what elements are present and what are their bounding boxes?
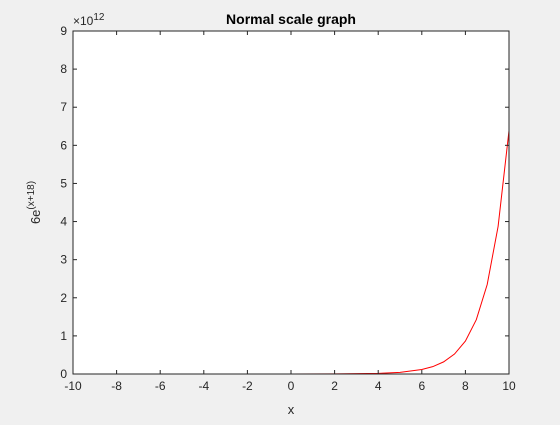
y-tick-label: 6 <box>60 138 67 152</box>
x-axis-label: x <box>288 402 295 417</box>
y-exponent-label: ×1012 <box>73 12 105 28</box>
y-tick-label: 0 <box>60 367 67 381</box>
tick-layer: -10 -8 -6 -4 -2 0 2 4 6 8 10 0 1 2 3 4 5 6 7 8 9 <box>60 24 516 393</box>
x-tick-label: 0 <box>288 379 295 393</box>
y-tick-label: 3 <box>60 253 67 267</box>
y-tick-label: 9 <box>60 24 67 38</box>
x-tick-label: 2 <box>331 379 338 393</box>
y-axis-label-base: 6e <box>28 210 43 224</box>
y-exponent-base: ×10 <box>73 14 94 28</box>
svg-text:6e(x+18): 6e(x+18) <box>26 181 43 224</box>
x-tick-label: 10 <box>502 379 516 393</box>
y-tick-label: 1 <box>60 329 67 343</box>
y-exponent-power: 12 <box>93 12 105 23</box>
x-tick-label: -6 <box>155 379 166 393</box>
x-tick-label: -10 <box>64 379 82 393</box>
x-tick-label: -4 <box>198 379 209 393</box>
x-tick-label: 8 <box>462 379 469 393</box>
y-tick-label: 4 <box>60 215 67 229</box>
y-tick-label: 8 <box>60 62 67 76</box>
x-tick-label: 4 <box>375 379 382 393</box>
x-tick-label: -8 <box>111 379 122 393</box>
plot-area <box>73 31 509 374</box>
y-axis-label: 6e(x+18) <box>26 181 43 224</box>
x-tick-label: -2 <box>242 379 253 393</box>
y-tick-label: 7 <box>60 100 67 114</box>
x-tick-label: 6 <box>418 379 425 393</box>
y-tick-label: 2 <box>60 291 67 305</box>
chart-title: Normal scale graph <box>226 11 356 27</box>
y-axis-label-exponent: (x+18) <box>26 181 37 210</box>
y-tick-label: 5 <box>60 176 67 190</box>
